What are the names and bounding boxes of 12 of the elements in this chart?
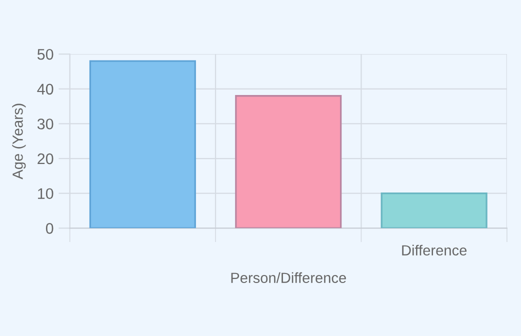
bar: [380, 192, 488, 228]
y-tick-label: 40: [37, 84, 54, 95]
y-tick-label: 30: [37, 118, 54, 130]
bar: [89, 60, 196, 228]
x-axis-title: Person/Difference: [231, 272, 346, 284]
x-tick-label: Difference: [402, 244, 467, 256]
y-tick-label: 0: [46, 223, 54, 234]
y-tick-label: 20: [38, 153, 54, 164]
bar: [235, 95, 342, 228]
y-axis-title: Age (Years): [12, 104, 26, 180]
y-tick-label: 10: [38, 188, 54, 200]
y-tick-label: 50: [37, 48, 54, 60]
